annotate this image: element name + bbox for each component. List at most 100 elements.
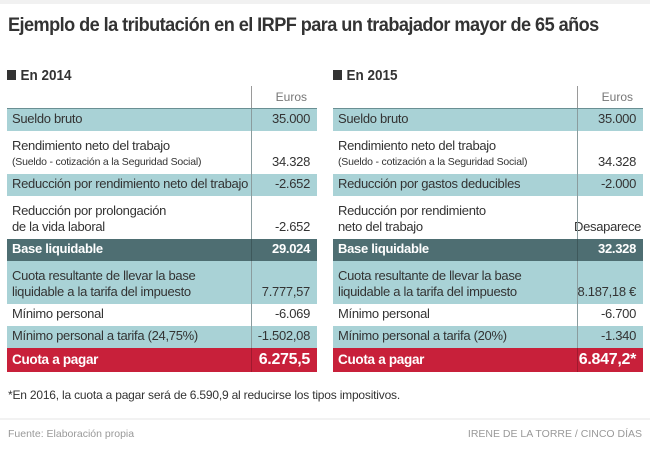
row-label-line: Mínimo personal a tarifa (20%): [338, 328, 507, 343]
row-value: 34.328: [272, 154, 310, 169]
row-label: Cuota resultante de llevar la base liquid…: [12, 268, 248, 300]
table-row: Cuota resultante de llevar la base liquid…: [333, 261, 643, 304]
column-divider: [251, 348, 252, 372]
row-label-line: Rendimiento neto del trabajo: [338, 138, 496, 153]
row-value: 35.000: [598, 111, 636, 126]
row-label-line: liquidable a la tarifa del impuesto: [12, 284, 191, 299]
table-row: Base liquidable 29.024: [7, 239, 317, 261]
row-value: -1.502,08: [257, 328, 311, 343]
source-text: Fuente: Elaboración propia: [8, 428, 135, 440]
table-row: Sueldo bruto 35.000: [333, 109, 643, 131]
square-bullet-icon: [333, 70, 342, 80]
unit-label: Euros: [601, 90, 633, 104]
unit-label: Euros: [275, 90, 307, 104]
row-value: -6.069: [274, 306, 310, 321]
table-row: Mínimo personal -6.700: [333, 304, 643, 326]
row-label-line: Sueldo bruto: [338, 111, 409, 126]
row-label-line: neto del trabajo: [338, 219, 423, 234]
row-label: Sueldo bruto: [338, 111, 574, 127]
row-label-line: de la vida laboral: [12, 219, 105, 234]
row-value: -6.700: [600, 306, 636, 321]
row-value: 29.024: [272, 241, 310, 256]
table-row: Reducción por rendimiento neto del traba…: [7, 174, 317, 196]
column-divider: [251, 326, 252, 348]
column-divider: [577, 348, 578, 372]
row-label: Sueldo bruto: [12, 111, 248, 127]
footnote: *En 2016, la cuota a pagar será de 6.590…: [8, 388, 400, 402]
row-value: -2.652: [274, 176, 310, 191]
column-divider: [251, 174, 252, 196]
column-divider: [251, 261, 252, 304]
column-divider: [251, 304, 252, 326]
table-row: Mínimo personal a tarifa (20%) -1.340: [333, 326, 643, 348]
row-label-line: Reducción por rendimiento: [338, 203, 486, 218]
row-value: 8.187,18 €: [577, 284, 637, 299]
table-2014: En 2014 Euros Sueldo bruto 35.000 Rendimie…: [7, 66, 317, 372]
row-label-line: Reducción por prolongación: [12, 203, 167, 218]
row-label: Rendimiento neto del trabajo (Sueldo - co…: [12, 138, 248, 170]
row-label-line: Base liquidable: [12, 241, 103, 256]
row-label: Mínimo personal: [12, 306, 248, 322]
table-row: Base liquidable 32.328: [333, 239, 643, 261]
row-label: Rendimiento neto del trabajo (Sueldo - co…: [338, 138, 574, 170]
table-row: Mínimo personal a tarifa (24,75%) -1.502,…: [7, 326, 317, 348]
column-divider: [577, 239, 578, 261]
table-row: Mínimo personal -6.069: [7, 304, 317, 326]
row-label-line: Reducción por rendimiento neto del traba…: [12, 176, 249, 191]
unit-header: Euros: [7, 86, 317, 108]
square-bullet-icon: [7, 70, 16, 80]
row-label: Reducción por rendimiento neto del trabaj…: [338, 203, 574, 235]
row-label-line: Reducción por gastos deducibles: [338, 176, 521, 191]
row-label: Base liquidable: [12, 241, 248, 257]
row-label: Cuota a pagar: [338, 352, 574, 368]
row-label-line: Sueldo bruto: [12, 111, 83, 126]
column-divider: [577, 261, 578, 304]
page-title: Ejemplo de la tributación en el IRPF par…: [8, 14, 599, 36]
row-value: 34.328: [598, 154, 636, 169]
row-value: 35.000: [272, 111, 310, 126]
row-value: 7.777,57: [261, 284, 311, 299]
row-value: 6.847,2*: [578, 351, 637, 368]
column-divider: [577, 326, 578, 348]
section-heading-text: En 2014: [20, 66, 72, 84]
column-divider: [251, 239, 252, 261]
row-label-line: liquidable a la tarifa del impuesto: [338, 284, 517, 299]
row-value: 32.328: [598, 241, 636, 256]
column-divider: [577, 174, 578, 196]
row-sublabel: (Sueldo - cotización a la Seguridad Soci…: [12, 156, 202, 168]
row-value: -2.652: [274, 219, 310, 234]
row-label: Reducción por rendimiento neto del traba…: [12, 176, 248, 192]
row-label-line: Rendimiento neto del trabajo: [12, 138, 170, 153]
row-sublabel: (Sueldo - cotización a la Seguridad Soci…: [338, 156, 528, 168]
row-label-line: Base liquidable: [338, 241, 429, 256]
row-label-line: Cuota resultante de llevar la base: [12, 268, 196, 283]
table-2015: En 2015 Euros Sueldo bruto 35.000 Rendimie…: [333, 66, 643, 372]
column-divider: [251, 196, 252, 239]
unit-header: Euros: [333, 86, 643, 108]
row-label-line: Mínimo personal: [338, 306, 430, 321]
credit-text: IRENE DE LA TORRE / CINCO DÍAS: [467, 428, 642, 440]
table-row: Reducción por gastos deducibles -2.000: [333, 174, 643, 196]
table-row: Cuota resultante de llevar la base liquid…: [7, 261, 317, 304]
column-divider: [577, 196, 578, 239]
top-border: [0, 0, 650, 4]
column-divider: [577, 86, 578, 108]
row-label: Mínimo personal: [338, 306, 574, 322]
row-value: -2.000: [600, 176, 636, 191]
table-rows: Sueldo bruto 35.000 Rendimiento neto del t…: [7, 108, 317, 372]
table-row: Rendimiento neto del trabajo (Sueldo - co…: [7, 131, 317, 174]
row-label: Reducción por gastos deducibles: [338, 176, 574, 192]
row-value: 6.275,5: [258, 351, 311, 368]
column-divider: [251, 86, 252, 108]
row-value: Desaparece: [574, 219, 642, 234]
section-heading-2014: En 2014: [7, 66, 286, 84]
table-row: Rendimiento neto del trabajo (Sueldo - co…: [333, 131, 643, 174]
section-heading-text: En 2015: [346, 66, 398, 84]
row-label: Reducción por prolongación de la vida lab…: [12, 203, 248, 235]
row-label-line: Mínimo personal a tarifa (24,75%): [12, 328, 198, 343]
row-label-line: Mínimo personal: [12, 306, 104, 321]
table-row: Reducción por rendimiento neto del trabaj…: [333, 196, 643, 239]
table-row: Reducción por prolongación de la vida lab…: [7, 196, 317, 239]
row-label-line: Cuota resultante de llevar la base: [338, 268, 522, 283]
row-label: Cuota a pagar: [12, 352, 248, 368]
